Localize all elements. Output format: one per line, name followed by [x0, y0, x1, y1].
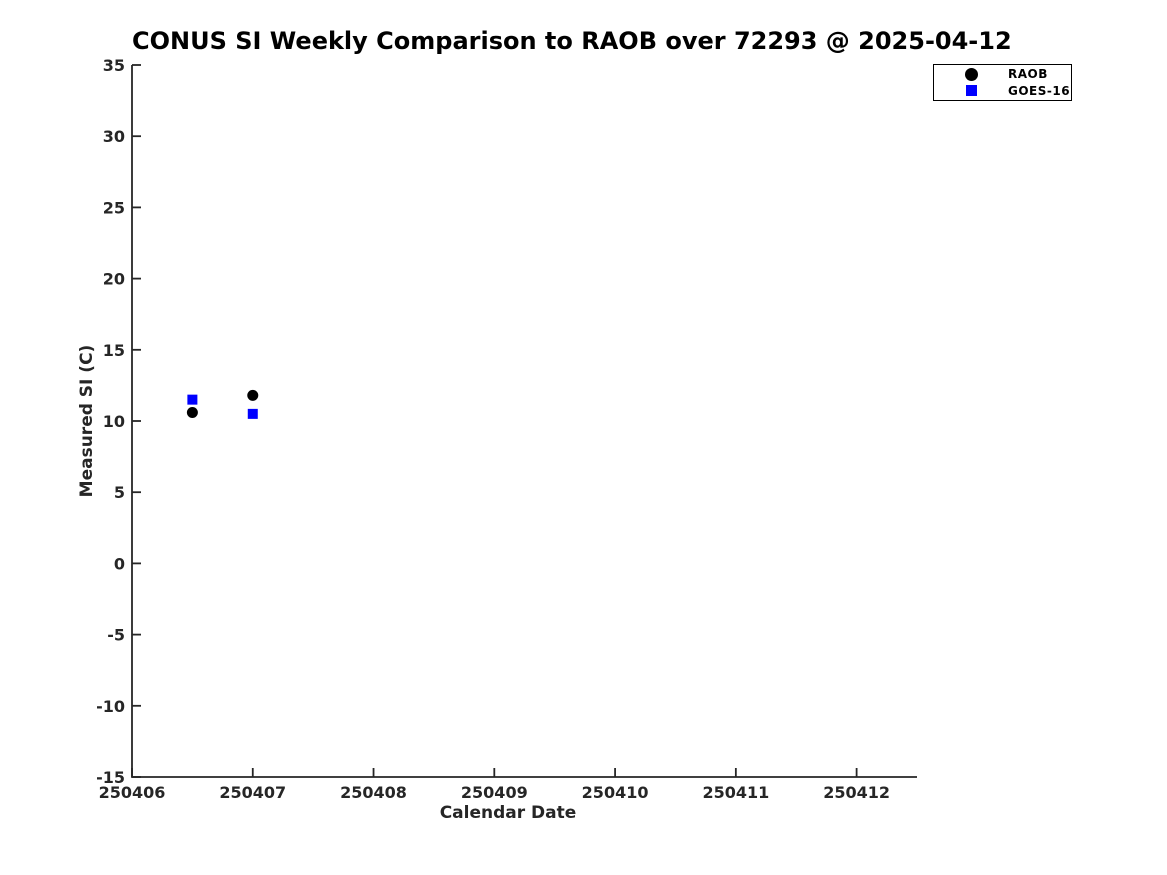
y-tick-label: 25 [103, 198, 125, 217]
legend-marker-cell [934, 85, 1008, 97]
chart-title: CONUS SI Weekly Comparison to RAOB over … [132, 27, 1012, 55]
y-tick-label: 20 [103, 270, 125, 289]
x-axis-label: Calendar Date [439, 803, 577, 823]
y-tick-label: -15 [96, 768, 125, 787]
raob-data-point [186, 406, 198, 418]
y-tick-label: -10 [96, 697, 125, 716]
y-tick-label: 30 [103, 127, 125, 146]
x-tick-label: 250411 [702, 783, 769, 802]
legend-label-goes-16: GOES-16 [1008, 83, 1071, 98]
y-tick-label: 0 [114, 554, 125, 573]
goes-16-data-point [187, 394, 198, 405]
x-tick-label: 250412 [823, 783, 890, 802]
x-tick-label: 250409 [461, 783, 528, 802]
raob-circle-icon [964, 67, 978, 81]
legend-marker-cell [934, 67, 1008, 81]
y-tick-label: 10 [103, 412, 125, 431]
x-tick-label: 250410 [582, 783, 649, 802]
legend: RAOB GOES-16 [933, 64, 1072, 101]
y-tick-label: 15 [103, 341, 125, 360]
raob-data-point [247, 389, 259, 401]
goes-16-square-icon [965, 85, 977, 97]
x-tick-label: 250407 [219, 783, 286, 802]
goes-16-data-point [247, 408, 258, 419]
legend-label-raob: RAOB [1008, 67, 1048, 82]
y-tick-label: -5 [107, 626, 125, 645]
x-tick-label: 250408 [340, 783, 407, 802]
y-axis-label: Measured SI (C) [77, 344, 97, 498]
y-tick-label: 5 [114, 483, 125, 502]
y-tick-label: 35 [103, 56, 125, 75]
axis-spines [131, 65, 917, 778]
legend-item-goes-16: GOES-16 [934, 83, 1071, 98]
legend-item-raob: RAOB [934, 67, 1071, 82]
x-tick-label: 250406 [99, 783, 166, 802]
